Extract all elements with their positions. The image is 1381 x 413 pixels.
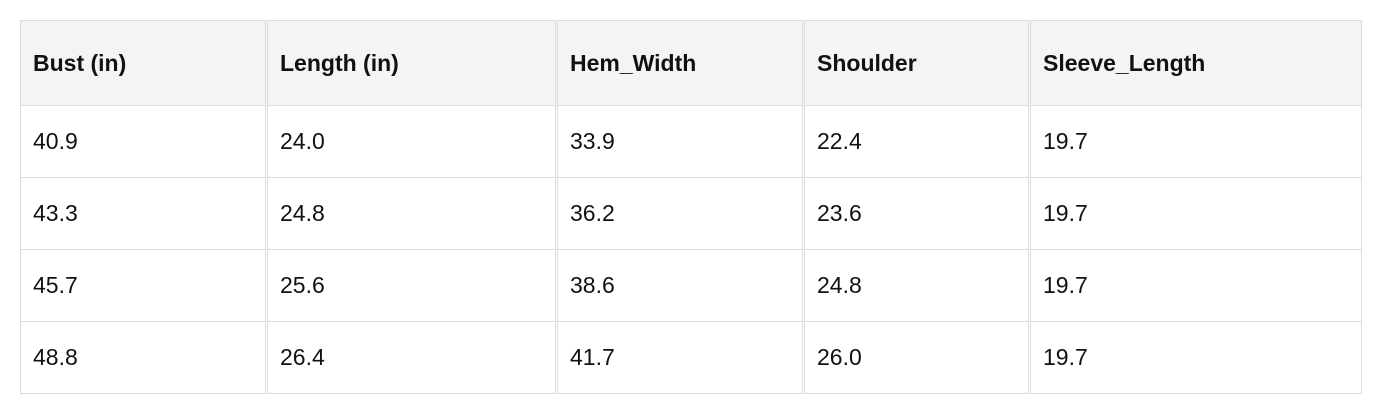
table-row: 40.9 24.0 33.9 22.4 19.7 — [20, 105, 1362, 178]
cell-length: 24.0 — [265, 105, 557, 178]
cell-length: 26.4 — [265, 321, 557, 394]
cell-hem-width: 36.2 — [555, 177, 804, 250]
header-row: Bust (in) Length (in) Hem_Width Shoulder… — [20, 20, 1362, 106]
cell-length: 24.8 — [265, 177, 557, 250]
cell-shoulder: 26.0 — [802, 321, 1030, 394]
header-hem-width: Hem_Width — [555, 20, 804, 106]
cell-sleeve-length: 19.7 — [1028, 249, 1362, 322]
size-chart-table: Bust (in) Length (in) Hem_Width Shoulder… — [20, 20, 1362, 394]
header-length: Length (in) — [265, 20, 557, 106]
cell-shoulder: 22.4 — [802, 105, 1030, 178]
cell-hem-width: 41.7 — [555, 321, 804, 394]
cell-bust: 40.9 — [20, 105, 267, 178]
cell-hem-width: 33.9 — [555, 105, 804, 178]
cell-sleeve-length: 19.7 — [1028, 105, 1362, 178]
cell-hem-width: 38.6 — [555, 249, 804, 322]
header-shoulder: Shoulder — [802, 20, 1030, 106]
table-row: 45.7 25.6 38.6 24.8 19.7 — [20, 249, 1362, 322]
cell-sleeve-length: 19.7 — [1028, 177, 1362, 250]
table-row: 43.3 24.8 36.2 23.6 19.7 — [20, 177, 1362, 250]
cell-bust: 48.8 — [20, 321, 267, 394]
cell-sleeve-length: 19.7 — [1028, 321, 1362, 394]
cell-shoulder: 24.8 — [802, 249, 1030, 322]
table-row: 48.8 26.4 41.7 26.0 19.7 — [20, 321, 1362, 394]
cell-bust: 43.3 — [20, 177, 267, 250]
cell-shoulder: 23.6 — [802, 177, 1030, 250]
header-sleeve-length: Sleeve_Length — [1028, 20, 1362, 106]
cell-bust: 45.7 — [20, 249, 267, 322]
header-bust: Bust (in) — [20, 20, 267, 106]
cell-length: 25.6 — [265, 249, 557, 322]
